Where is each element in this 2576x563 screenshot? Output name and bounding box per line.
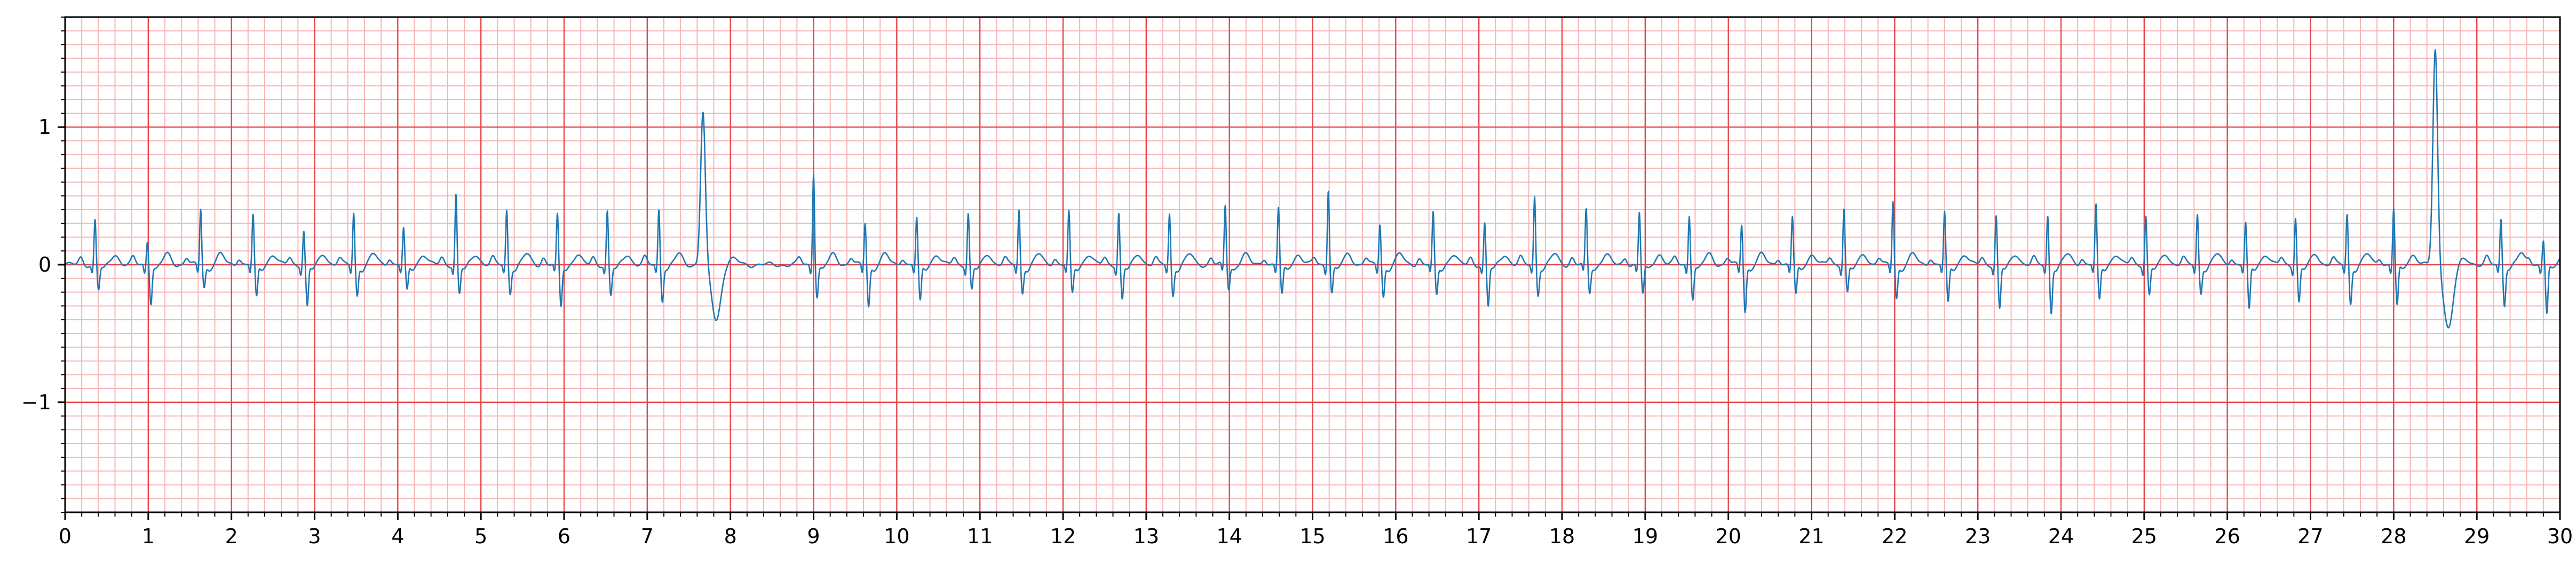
x-tick-label: 14 [1216,525,1242,548]
x-tick-label: 22 [1882,525,1907,548]
x-tick-label: 6 [558,525,570,548]
x-axis-ticks: 0 1 2 3 4 5 6 7 8 9 10 11 12 13 14 15 16 17 18 19 20 21 22 23 24… [59,512,2573,548]
x-tick-label: 11 [967,525,993,548]
x-tick-label: 26 [2214,525,2240,548]
x-tick-label: 15 [1299,525,1325,548]
x-tick-label: 0 [59,525,72,548]
x-tick-label: 2 [225,525,238,548]
y-tick-label: −1 [21,391,51,414]
ecg-trace-line [65,49,2561,329]
x-tick-label: 25 [2131,525,2157,548]
x-tick-label: 24 [2048,525,2074,548]
x-tick-label: 27 [2297,525,2323,548]
x-tick-label: 23 [1965,525,1991,548]
x-tick-label: 29 [2464,525,2490,548]
major-grid [64,17,2561,512]
x-tick-label: 9 [807,525,820,548]
x-tick-label: 7 [641,525,654,548]
x-tick-label: 1 [142,525,155,548]
y-tick-label: 0 [38,253,51,276]
x-tick-label: 21 [1798,525,1824,548]
x-tick-label: 8 [724,525,737,548]
x-tick-label: 30 [2547,525,2573,548]
x-tick-label: 3 [308,525,321,548]
x-tick-label: 12 [1050,525,1076,548]
y-tick-label: 1 [38,115,51,139]
x-tick-label: 16 [1383,525,1408,548]
x-tick-label: 18 [1549,525,1575,548]
x-tick-label: 28 [2381,525,2406,548]
x-tick-label: 5 [474,525,487,548]
x-tick-label: 19 [1632,525,1658,548]
y-axis-ticks: −1 0 1 [21,17,65,513]
x-tick-label: 20 [1715,525,1741,548]
x-tick-label: 10 [884,525,909,548]
x-tick-label: 13 [1134,525,1159,548]
x-tick-label: 17 [1466,525,1492,548]
x-tick-label: 4 [391,525,404,548]
